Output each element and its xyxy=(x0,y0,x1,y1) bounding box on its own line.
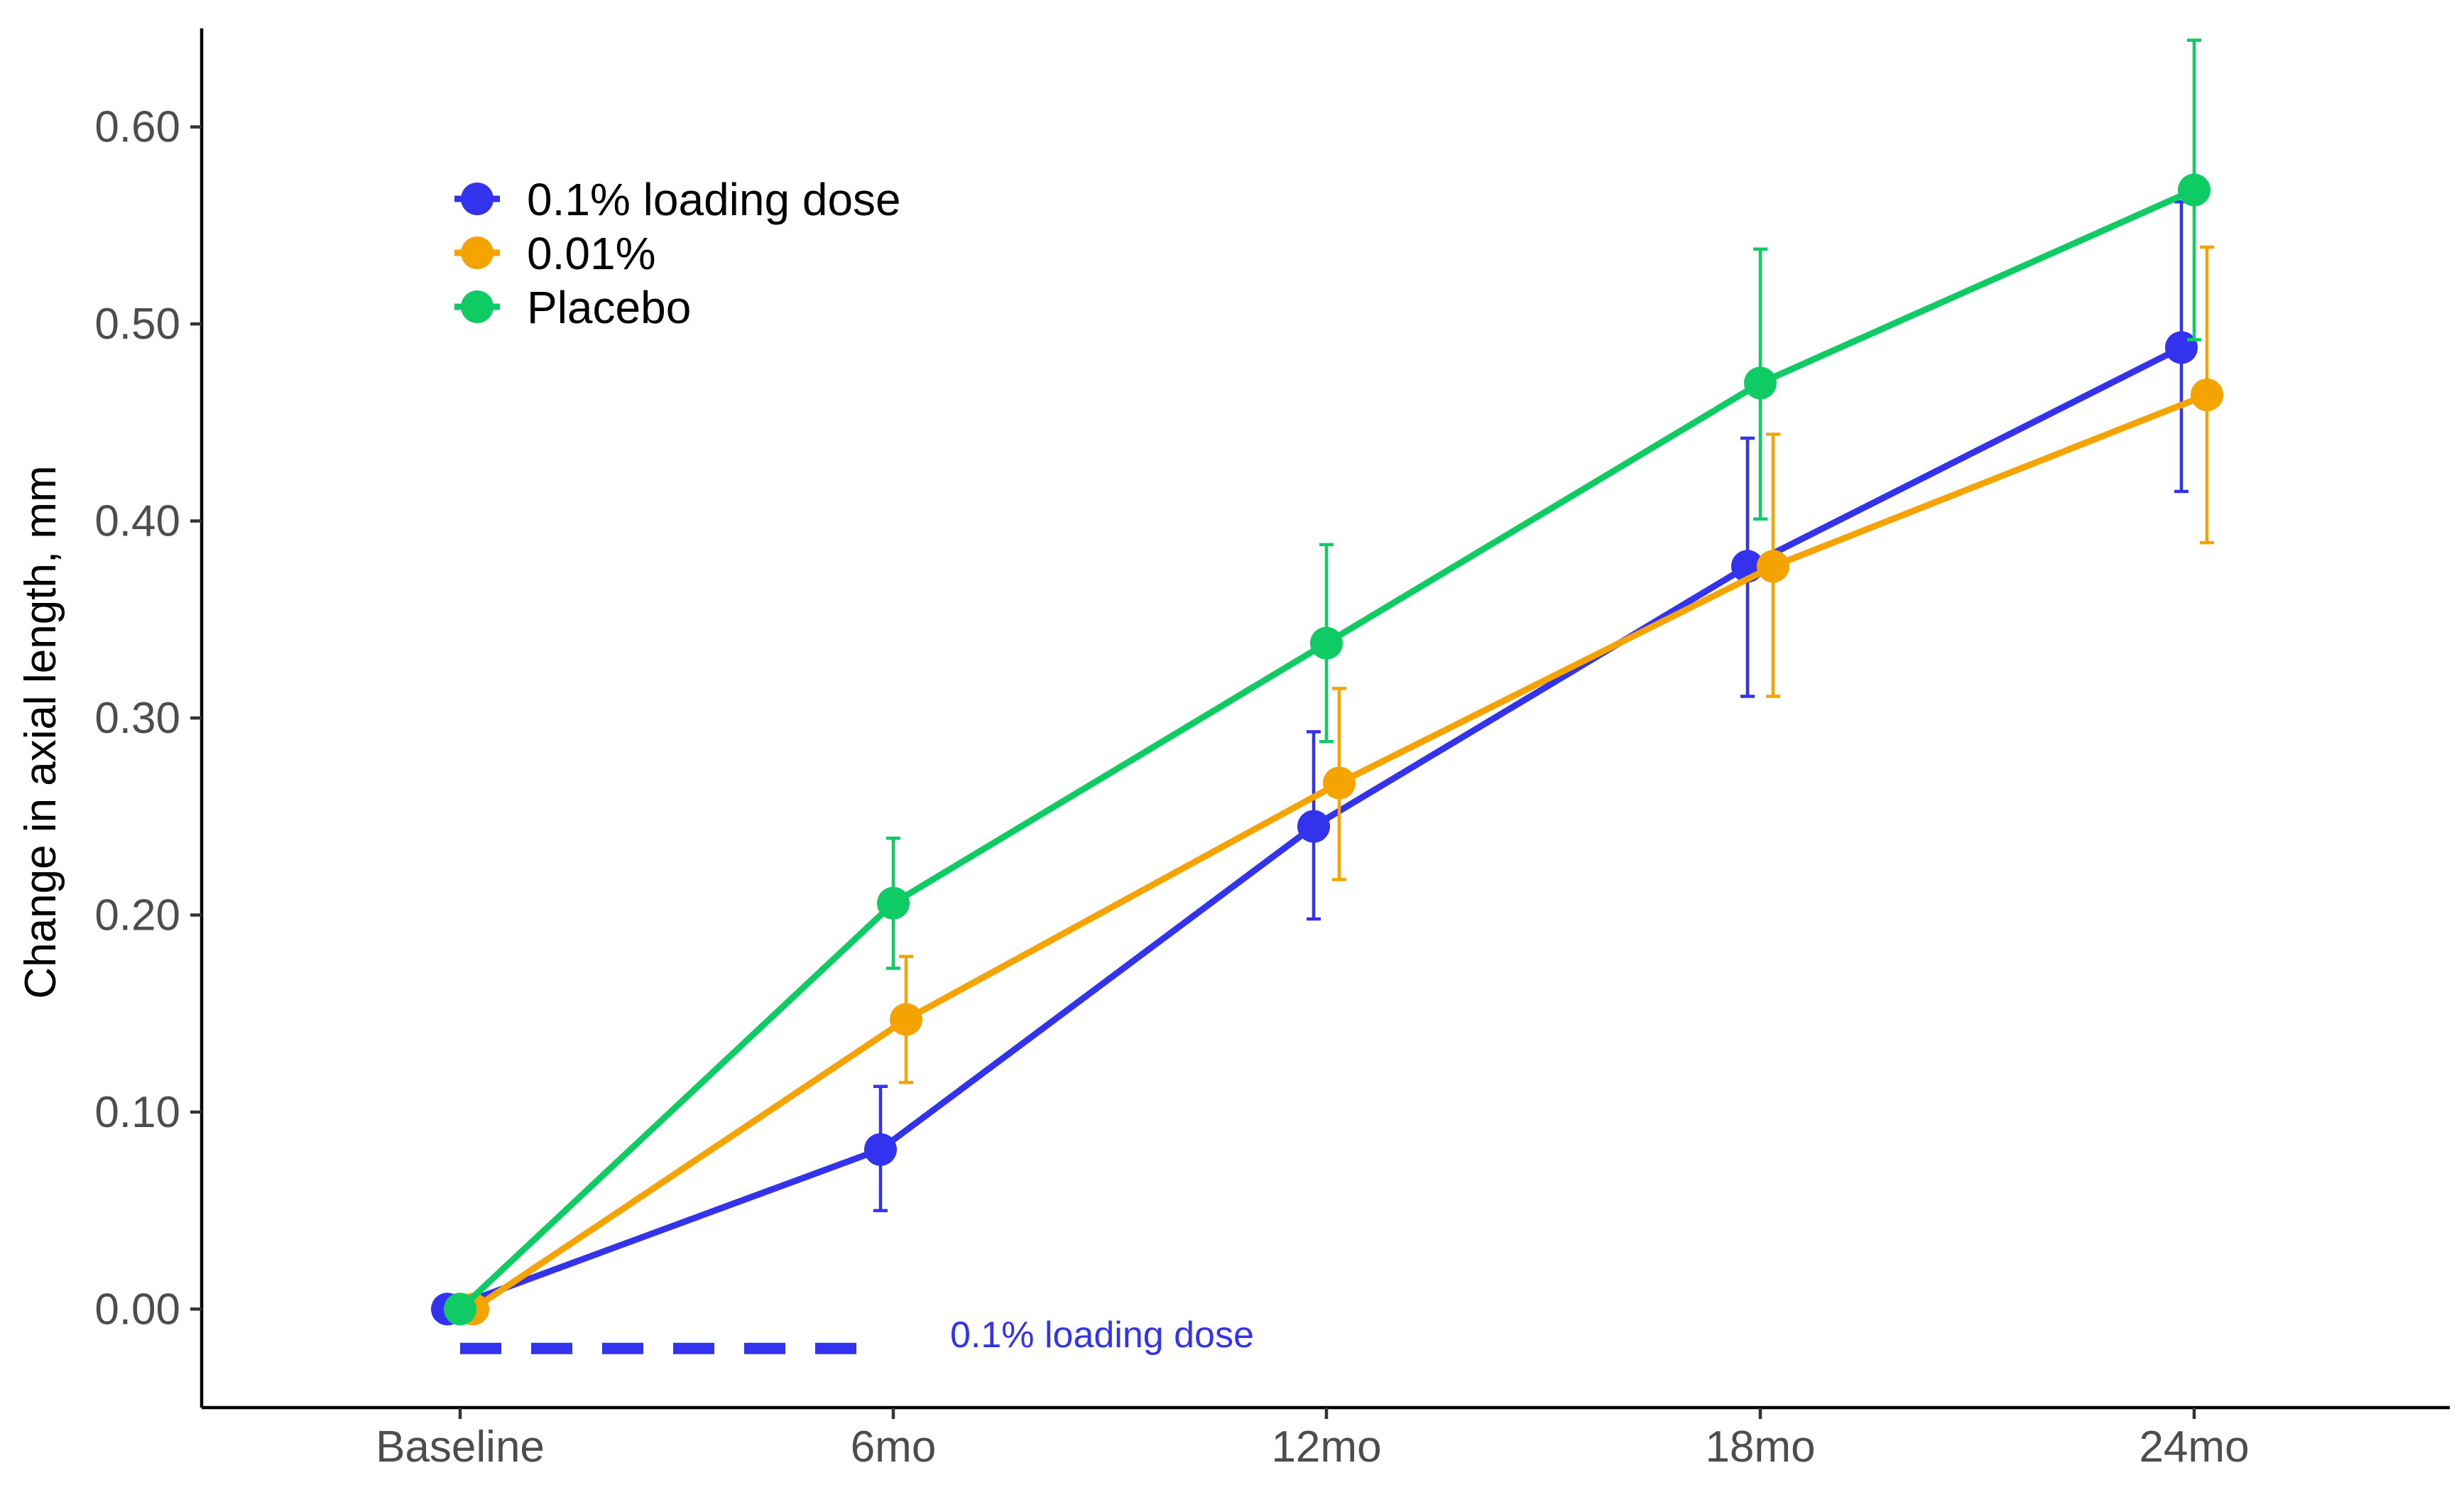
data-point xyxy=(1757,550,1789,583)
annotation-label: 0.1% loading dose xyxy=(950,1315,1254,1356)
y-axis-title: Change in axial length, mm xyxy=(16,465,65,999)
data-point xyxy=(1310,626,1343,660)
data-point xyxy=(864,1133,897,1166)
data-point xyxy=(444,1293,476,1326)
legend-label: Placebo xyxy=(527,282,691,333)
legend-key-marker xyxy=(461,236,494,269)
x-tick-label: Baseline xyxy=(376,1423,545,1472)
series-group xyxy=(457,245,2223,1326)
series-group xyxy=(444,38,2210,1326)
axes: 0.00 0.10 0.20 0.30 0.40 0.50 0.60 Baseline 6mo 1… xyxy=(16,28,2450,1472)
data-point xyxy=(877,886,910,920)
series-group xyxy=(431,200,2198,1326)
legend-label: 0.1% loading dose xyxy=(527,174,901,225)
x-tick-label: 18mo xyxy=(1705,1423,1815,1472)
annotation-group: 0.1% loading dose xyxy=(460,1315,1254,1356)
data-point xyxy=(1744,366,1777,400)
legend-key-marker xyxy=(461,290,494,323)
y-tick-label: 0.60 xyxy=(94,103,180,152)
data-point xyxy=(2191,379,2223,412)
legend-key-marker xyxy=(461,183,494,215)
data-point xyxy=(1297,810,1330,843)
x-tick-label: 24mo xyxy=(2139,1423,2249,1472)
y-tick-label: 0.20 xyxy=(94,891,180,940)
data-point xyxy=(890,1003,922,1036)
y-tick-label: 0.10 xyxy=(94,1088,180,1137)
y-tick-label: 0.30 xyxy=(94,694,180,743)
x-tick-label: 6mo xyxy=(851,1423,937,1472)
y-tick-label: 0.40 xyxy=(94,497,180,546)
x-tick-label: 12mo xyxy=(1271,1423,1381,1472)
y-tick-label: 0.50 xyxy=(94,300,180,349)
legend-label: 0.01% xyxy=(527,228,655,279)
data-point xyxy=(2178,173,2210,207)
data-point xyxy=(1323,766,1356,800)
series-layer xyxy=(431,38,2223,1326)
y-tick-label: 0.00 xyxy=(94,1285,180,1334)
